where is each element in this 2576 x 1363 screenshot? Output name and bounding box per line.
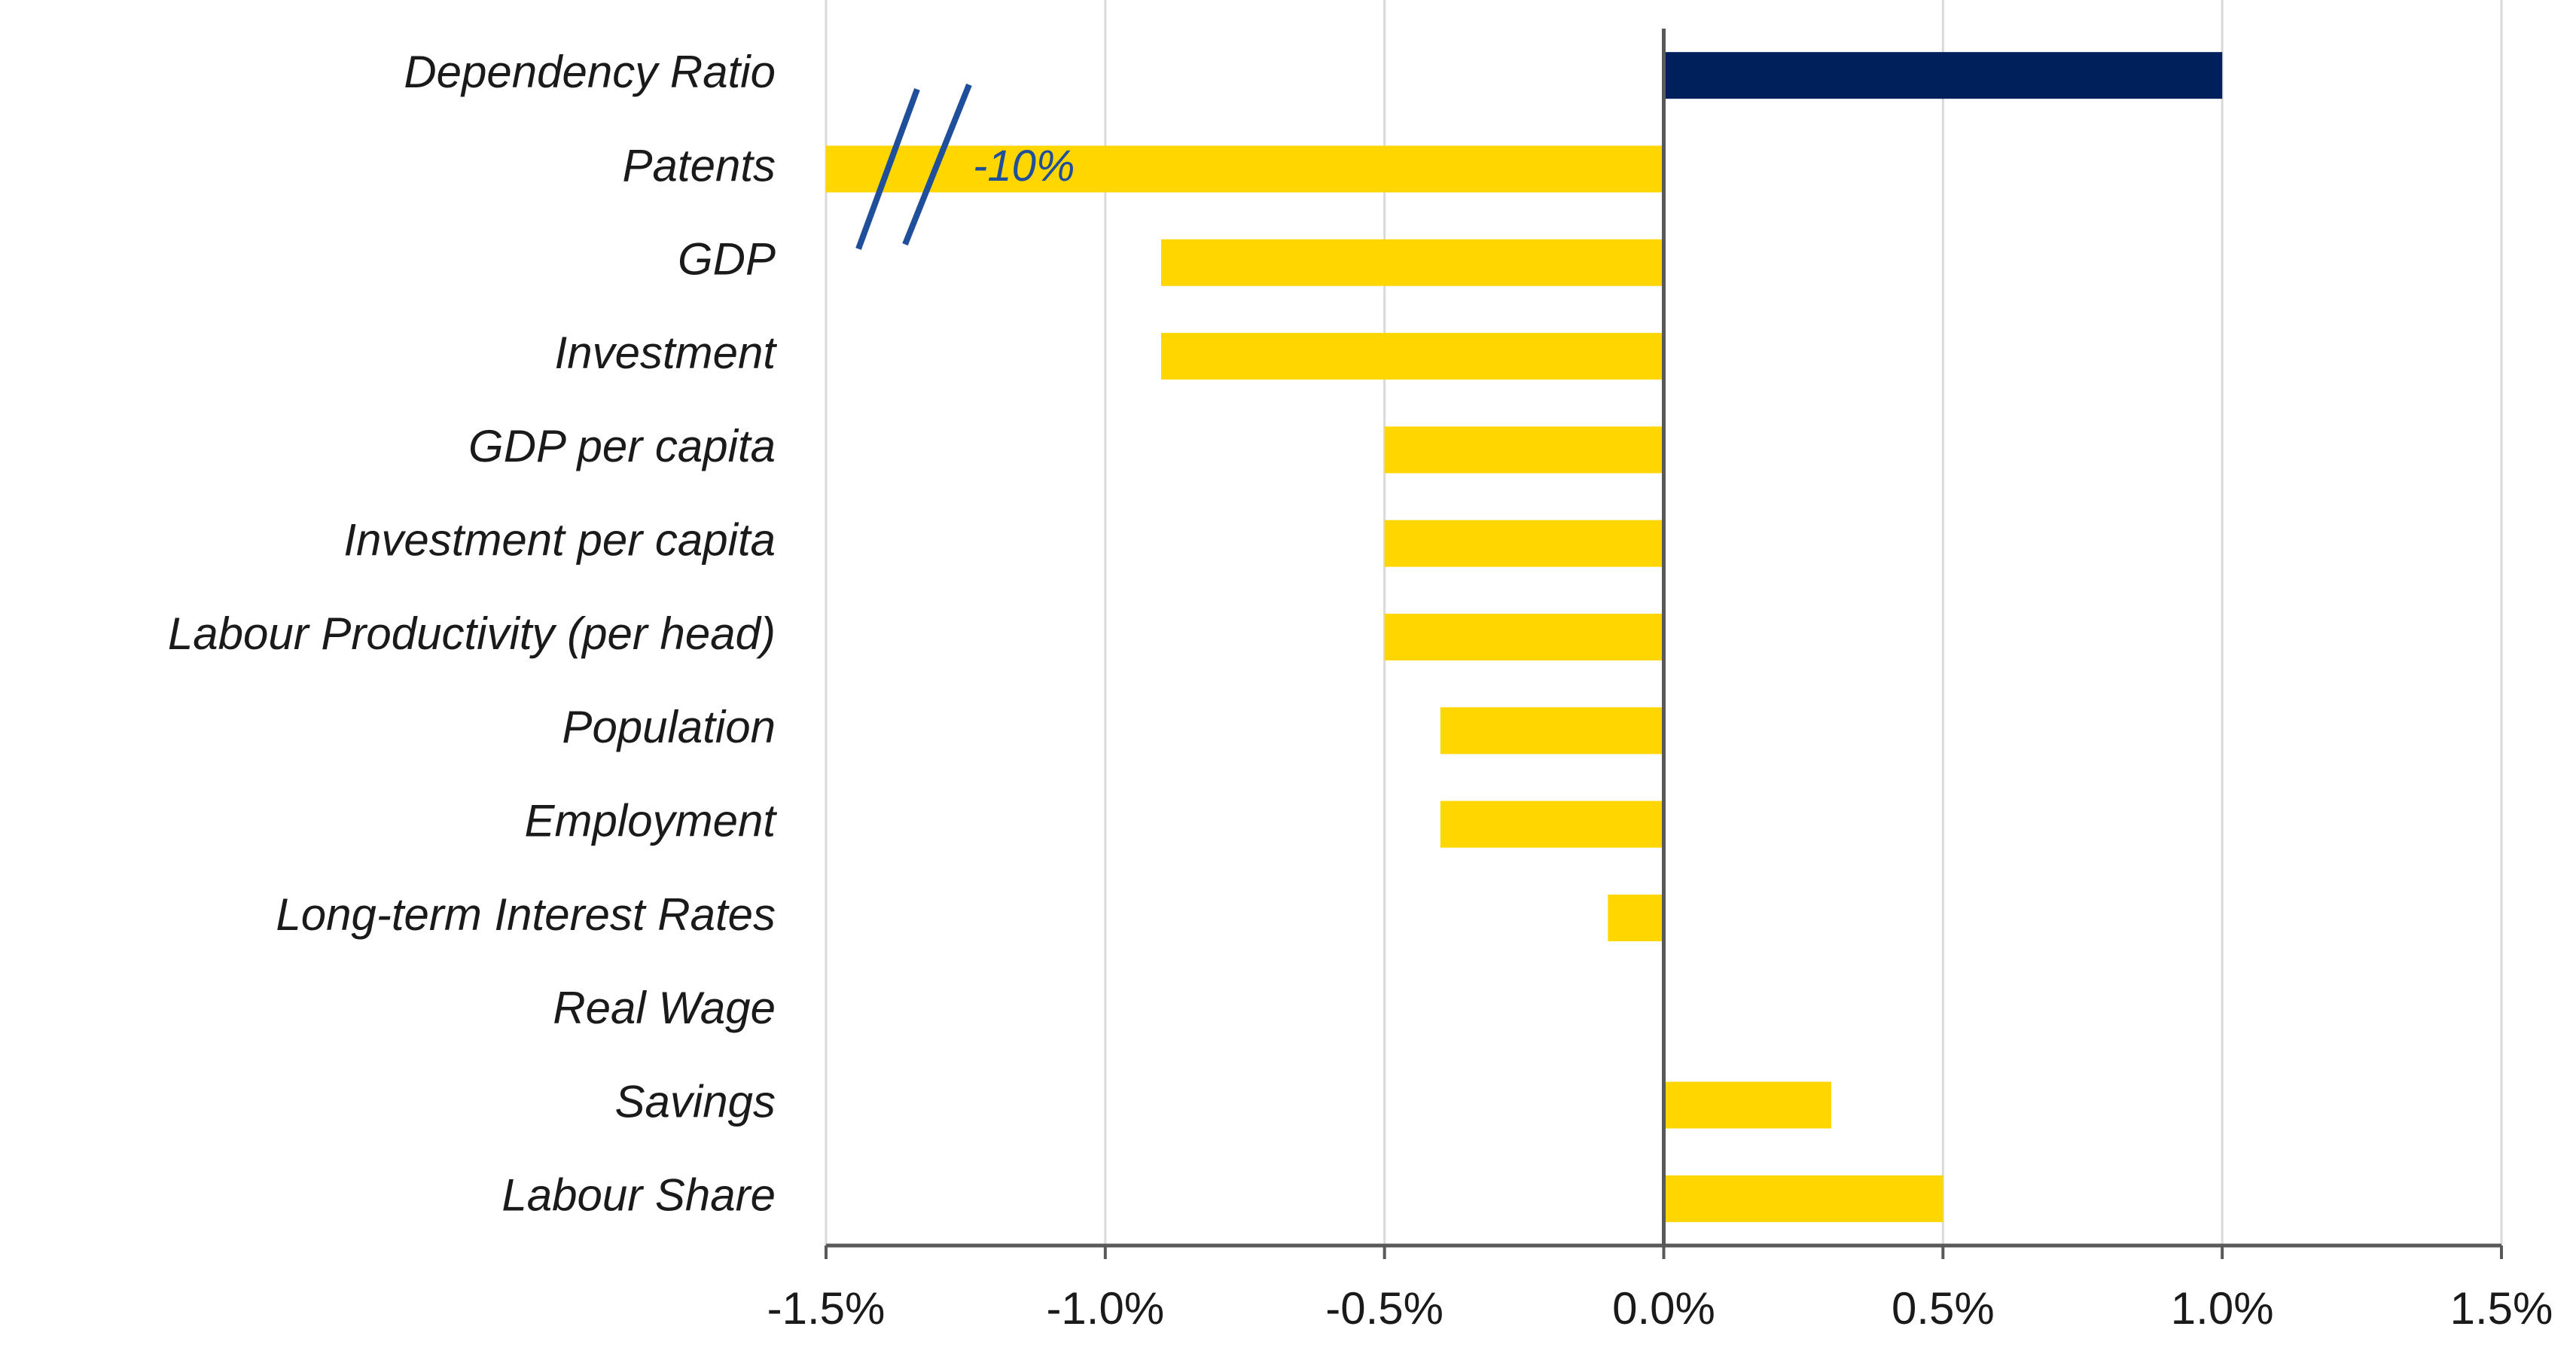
category-label: Labour Share: [501, 1170, 776, 1221]
category-label: GDP per capita: [468, 421, 776, 471]
category-label: Dependency Ratio: [404, 47, 776, 97]
x-tick-label: 1.0%: [2171, 1283, 2274, 1334]
category-label: Investment: [555, 328, 778, 378]
bar-11: [1663, 1081, 1831, 1129]
bar-2: [1161, 239, 1664, 286]
category-label: Patents: [623, 140, 776, 191]
bar-4: [1384, 426, 1664, 474]
bar-0: [1663, 52, 2223, 99]
axis-break-slash-left: [855, 88, 920, 250]
bar-3: [1161, 333, 1664, 380]
category-label: Employment: [525, 795, 778, 846]
bar-7: [1440, 707, 1664, 755]
x-tick-labels: -1.5% -1.0% -0.5% 0.0% 0.5% 1.0% 1.5%: [767, 1283, 2553, 1334]
category-label: Investment per capita: [343, 515, 776, 566]
x-tick-label: 0.5%: [1892, 1283, 1995, 1334]
bar-9: [1608, 894, 1664, 941]
x-tick-label: -1.5%: [767, 1283, 886, 1334]
x-tick-label: 0.0%: [1612, 1283, 1715, 1334]
bar-5: [1384, 520, 1664, 567]
axis-break-label: -10%: [973, 142, 1075, 191]
x-tick-label: -0.5%: [1325, 1283, 1443, 1334]
bar-1: [826, 145, 1664, 193]
category-label: Savings: [615, 1076, 776, 1127]
category-labels: Dependency Ratio Patents GDP Investment GDP …: [168, 47, 777, 1221]
category-label: GDP: [678, 234, 776, 285]
bar-12: [1663, 1175, 1943, 1222]
category-label: Real Wage: [553, 983, 776, 1033]
bar-6: [1384, 614, 1664, 660]
bar-8: [1440, 800, 1664, 848]
category-label: Population: [562, 702, 776, 752]
axis-break-slash-right: [902, 83, 972, 245]
axis-break: -10%: [855, 83, 1075, 250]
x-tick-label: -1.0%: [1046, 1283, 1164, 1334]
category-label: Labour Productivity (per head): [168, 608, 776, 659]
axes: [825, 29, 2503, 1259]
x-tick-label: 1.5%: [2450, 1283, 2553, 1334]
bars: [826, 52, 2223, 1222]
category-label: Long-term Interest Rates: [276, 889, 776, 940]
